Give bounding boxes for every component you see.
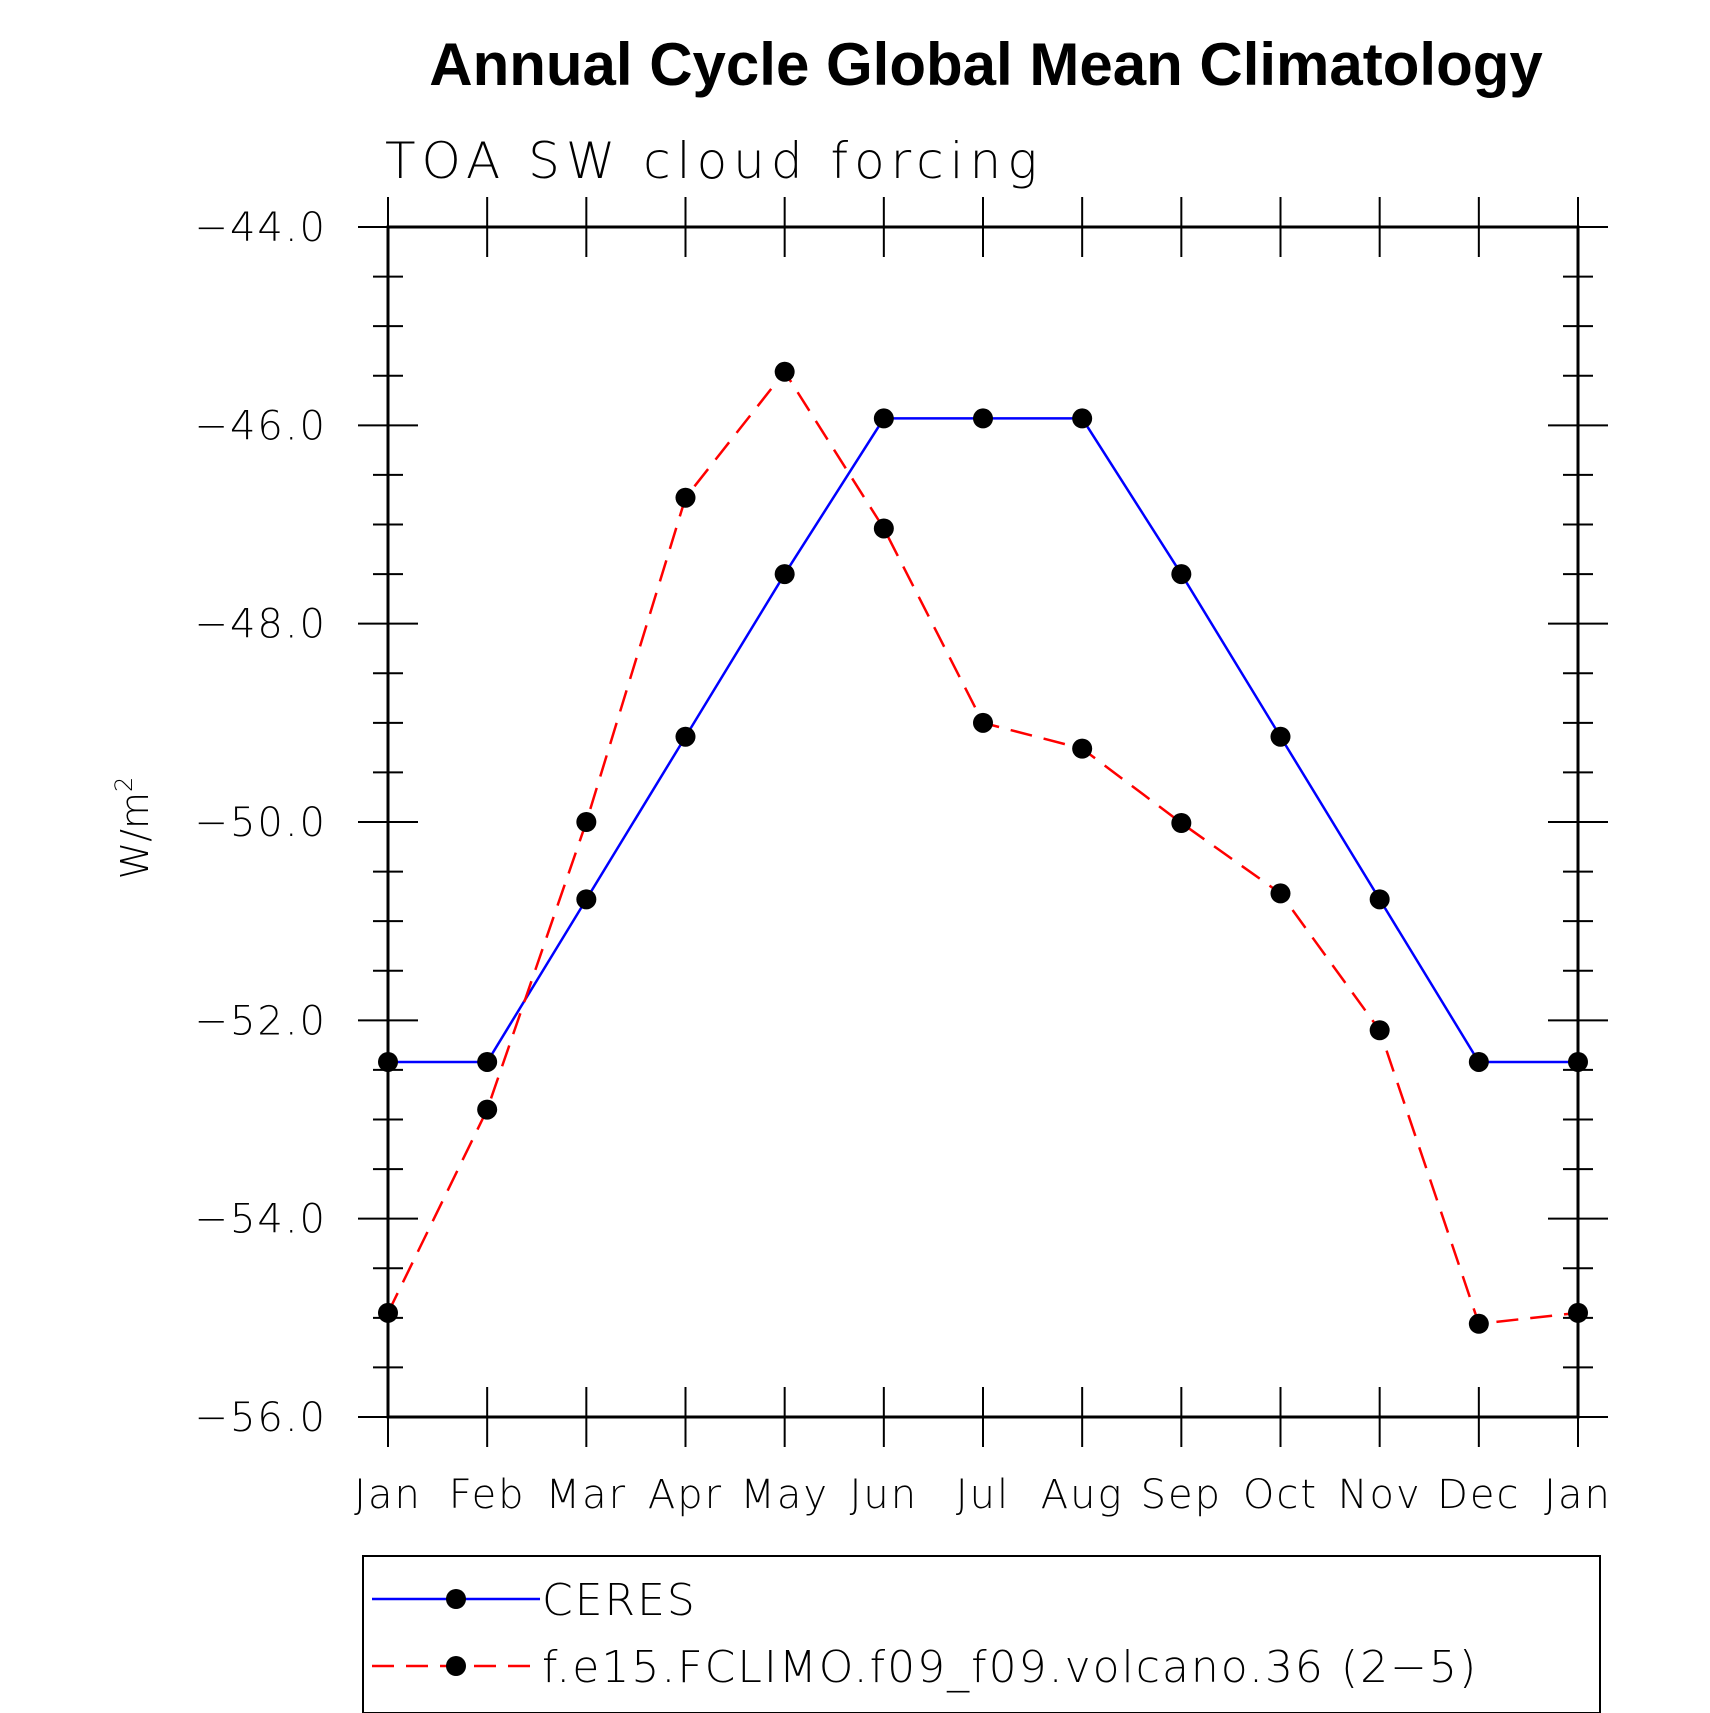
x-tick-label: Jan (1544, 1472, 1612, 1518)
series-line-2 (386, 369, 1579, 1326)
series-2-point (477, 1099, 498, 1120)
series-1-point (1171, 564, 1192, 585)
series-1-point (774, 564, 795, 585)
x-tick-label: Apr (648, 1472, 723, 1518)
y-tick-label: −56.0 (194, 1395, 327, 1441)
legend: CERES f.e15.FCLIMO.f09_f09.volcano.36 (2−… (372, 1575, 1478, 1693)
y-tick-labels: −56.0 −54.0 −52.0 −50.0 −48.0 −46.0 −44.0 (194, 205, 327, 1441)
y-tick-label: −50.0 (194, 800, 327, 846)
y-axis-label: W/m2 (110, 777, 157, 880)
x-tick-label: Aug (1041, 1472, 1124, 1518)
series-1-point (576, 889, 597, 910)
y-tick-label: −48.0 (194, 602, 327, 648)
svg-text:W/m2: W/m2 (110, 777, 157, 880)
x-tick-labels: Jan Feb Mar Apr May Jun Jul Aug Sep Oct Nov Dec Jan (354, 1472, 1612, 1518)
legend-label-1: CERES (542, 1575, 697, 1626)
series-1-point (973, 408, 993, 429)
x-tick-label: May (740, 1472, 829, 1518)
series-2-point (973, 712, 993, 733)
series-1-point (675, 726, 696, 747)
series-2-point (378, 1302, 398, 1323)
x-tick-label: Jul (956, 1472, 1010, 1518)
series-2-point (675, 487, 696, 508)
y-tick-label: −54.0 (194, 1197, 327, 1243)
series-1-point (1468, 1051, 1489, 1072)
x-tick-label: Jun (850, 1472, 919, 1518)
series-layer (378, 361, 1588, 1334)
y-axis-label-text: W/m (113, 792, 157, 879)
x-tick-label: Sep (1141, 1472, 1222, 1518)
plot-frame (386, 225, 1580, 1419)
legend-marker-2 (446, 1656, 466, 1676)
chart-title: Annual Cycle Global Mean Climatology (429, 31, 1543, 98)
y-axis-label-superscript: 2 (110, 777, 138, 792)
series-1-point (477, 1051, 498, 1072)
x-tick-label: Feb (449, 1472, 526, 1518)
legend-label-2: f.e15.FCLIMO.f09_f09.volcano.36 (2−5) (542, 1642, 1478, 1693)
series-2-point (1072, 738, 1093, 759)
series-2-point (576, 812, 597, 832)
y-tick-label: −44.0 (194, 205, 327, 251)
series-2-point (1468, 1313, 1489, 1334)
chart-subtitle: TOA SW cloud forcing (385, 132, 1043, 190)
x-tick-label: Nov (1338, 1472, 1422, 1518)
series-2-point (774, 361, 795, 382)
series-2-point (1270, 883, 1291, 904)
series-1-point (1270, 726, 1291, 747)
x-tick-label: Jan (354, 1472, 422, 1518)
series-1-point (1072, 408, 1093, 429)
series-1-point (873, 408, 894, 429)
x-tick-label: Mar (546, 1472, 627, 1518)
series-1-point (1369, 889, 1390, 910)
legend-box (362, 1555, 1601, 1713)
series-2-point (873, 518, 894, 539)
x-tick-label: Dec (1437, 1472, 1520, 1518)
series-line-1 (388, 417, 1578, 1064)
y-tick-label: −46.0 (194, 403, 327, 449)
x-tick-label: Oct (1243, 1472, 1318, 1518)
series-2-point (1171, 812, 1192, 833)
legend-marker-1 (446, 1589, 466, 1609)
axis-ticks (358, 197, 1608, 1447)
series-1-point (378, 1051, 398, 1072)
series-1-point (1568, 1051, 1588, 1072)
y-tick-label: −52.0 (194, 998, 327, 1044)
series-2-point (1369, 1020, 1390, 1041)
series-2-point (1568, 1302, 1588, 1323)
